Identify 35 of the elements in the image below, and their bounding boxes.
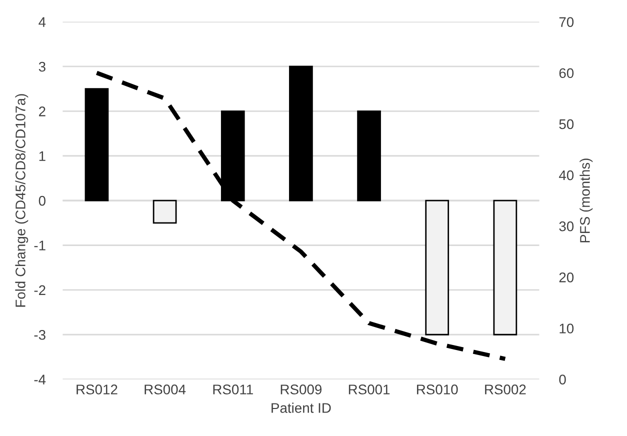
bar [425,200,450,336]
y-axis-title: Fold Change (CD45/CD8/CD107a) [15,94,28,307]
y2-tick-label: 60 [559,68,574,78]
y-tick-label: -3 [34,330,46,340]
y2-tick-label: 50 [559,119,574,130]
bar [84,88,109,202]
y-tick-label: 0 [38,196,46,206]
x-tick-label: RS001 [348,384,390,394]
y2-tick-label: 70 [559,17,574,27]
y-tick-label: -4 [34,374,46,384]
bar [357,110,381,202]
y-tick-label: 4 [38,17,46,27]
y-tick-label: 3 [38,62,46,72]
x-axis-title: Patient ID [272,402,331,413]
y2-tick-label: 30 [559,221,574,232]
x-tick-label: RS010 [417,384,458,394]
y-tick-label: 2 [39,106,46,116]
y2-tick-label: 20 [559,272,574,282]
line-series [94,70,508,361]
y2-tick-label: 40 [558,170,574,180]
bar [289,66,313,202]
bar [493,200,518,336]
bar [220,110,245,202]
x-tick-label: RS011 [213,384,253,394]
y-tick-label: 1 [39,151,46,161]
y2-tick-label: 0 [559,374,566,384]
y2-tick-label: 10 [560,324,574,334]
y-tick-label: -2 [34,285,46,295]
x-tick-label: RS009 [280,384,322,394]
x-tick-label: RS012 [76,384,118,394]
y2-axis-title: PFS (months) [580,158,593,242]
bar [152,200,177,224]
y-tick-label: -1 [34,240,46,250]
x-tick-label: RS004 [144,384,186,394]
x-tick-label: RS002 [485,384,526,394]
